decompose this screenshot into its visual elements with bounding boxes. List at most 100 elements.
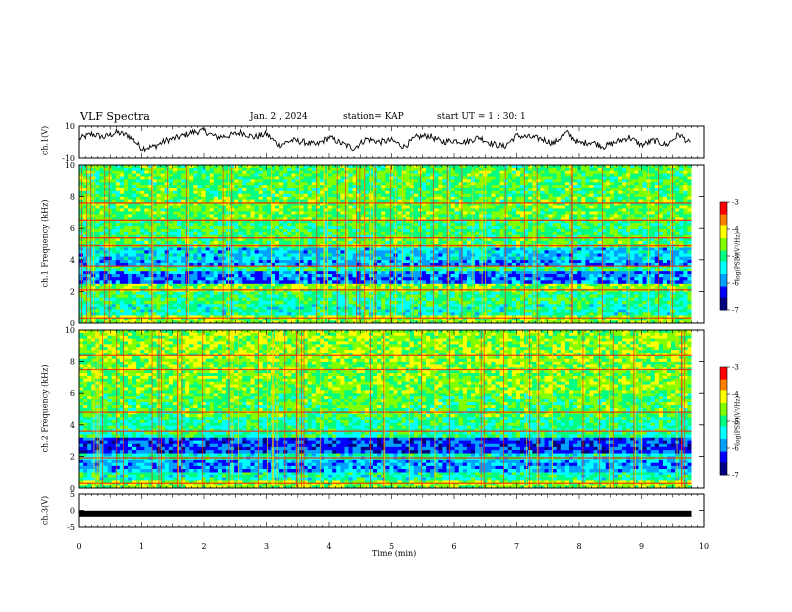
ch1-spectrogram-cell [103,268,108,272]
ch1-spectrogram-cell [275,268,280,272]
ch1-spectrogram-cell [662,280,668,284]
ch1-spectrogram-cell [258,266,264,269]
ch1-spectrogram-cell [128,300,133,305]
ch1-spectrogram-cell [609,280,615,284]
ch1-spectrogram-cell [336,317,341,321]
ch1-spectrogram-cell [324,300,329,305]
ch1-spectrogram-cell [156,291,161,295]
ch1-spectrogram-cell [123,320,129,324]
ch1-spectrogram-cell [544,291,549,295]
ch1-spectrogram-cell [454,320,460,324]
ch1-spectrogram-cell [254,309,259,313]
ch1-spectrogram-cell [654,315,660,319]
ch1-spectrogram-cell [634,223,639,227]
ch1-spectrogram-cell [148,240,153,245]
ch1-spectrogram-cell [291,320,296,324]
ch1-spectrogram-cell [593,237,598,242]
ch1-spectrogram-cell [397,309,402,313]
ch1-spectrogram-cell [479,247,484,251]
ch1-spectrogram-cell [87,309,92,313]
ch1-spectrogram-cell [303,297,308,302]
ch1-spectrogram-cell [364,283,370,287]
ch1-spectrogram-cell [132,240,137,245]
ch1-spectrogram-cell [283,256,288,261]
ch1-spectrogram-cell [238,300,243,305]
ch1-spectrogram-cell [144,247,149,251]
ch1-spectrogram-cell [413,306,419,310]
ch1-spectrogram-cell [340,294,345,299]
ch1-spectrogram-cell [593,283,598,287]
ch1-spectrogram-cell [177,300,182,305]
ch1-spectrogram-cell [336,270,341,275]
ch1-spectrogram-cell [475,256,480,261]
ch1-spectrogram-cell [454,306,460,310]
ch1-spectrogram-cell [87,268,92,272]
ch1-spectrogram-cell [581,250,586,254]
ch1-spectrogram-cell [499,309,504,313]
ch1-spectrogram-cell [266,304,272,308]
ch1-spectrogram-cell [507,280,513,284]
ch1-spectrogram-cell [524,300,529,305]
ch1-spectrogram-cell [181,312,186,316]
ch1-spectrogram-cell [626,312,631,316]
ch1-spectrogram-cell [319,220,325,224]
ch1-spectrogram-cell [495,291,500,295]
ch1-spectrogram-cell [630,291,635,295]
ch1-spectrogram-cell [626,320,631,324]
ch1-spectrogram-cell [238,286,243,290]
ch1-spectrogram-cell [613,315,619,319]
ch1-spectrogram-cell [577,259,582,264]
ch1-spectrogram-cell [609,277,615,281]
ch1-spectrogram-cell [279,268,284,272]
ch1-spectrogram-cell [540,294,545,299]
ch1-spectrogram-cell [679,262,684,267]
ch1-spectrogram-cell [564,320,570,324]
ch1-spectrogram-cell [454,286,460,290]
ch1-spectrogram-cell [413,274,419,278]
ch1-spectrogram-cell [479,262,484,267]
ch1-spectrogram-cell [311,262,317,267]
ch1-spectrogram-cell [144,250,149,254]
ch1-spectrogram-cell [279,320,284,324]
ch1-spectrogram-cell [221,262,227,267]
ch1-spectrogram-cell [466,256,472,261]
ch1-spectrogram-cell [401,300,406,305]
ch1-spectrogram-cell [315,291,321,295]
ch1-spectrogram-cell [605,226,611,230]
ch1-spectrogram-cell [299,309,304,313]
ch1-spectrogram-cell [397,315,402,319]
ch1-spectrogram-cell [328,297,333,302]
ch1-spectrogram-cell [622,253,627,257]
ch1-spectrogram-cell [385,256,390,261]
ch1-spectrogram-cell [221,270,227,275]
ch1-spectrogram-cell [520,237,525,242]
ch1-spectrogram-cell [283,270,288,275]
ch1-spectrogram-cell [152,300,157,305]
ch1-spectrogram-cell [397,223,402,227]
ch1-spectrogram-cell [683,315,688,319]
ch1-spectrogram-cell [242,306,247,310]
ch1-spectrogram-cell [164,312,170,316]
ch1-spectrogram-cell [687,259,692,264]
ch1-spectrogram-cell [307,304,313,308]
ch1-spectrogram-cell [303,237,308,242]
ch1-spectrogram-cell [156,268,161,272]
ch1-spectrogram-cell [311,250,317,254]
ch1-spectrogram-cell [511,317,517,321]
ch1-spectrogram-cell [111,283,117,287]
ch1-spectrogram-cell [667,277,672,281]
ch1-spectrogram-cell [332,315,337,319]
ch1-spectrogram-cell [573,291,578,295]
ch1-spectrogram-cell [552,247,558,251]
ch1-spectrogram-cell [164,240,170,245]
ch1-spectrogram-cell [136,247,141,251]
ch1-spectrogram-cell [168,304,174,308]
ch1-spectrogram-cell [687,237,692,242]
ch1-spectrogram-cell [597,223,602,227]
ch1-spectrogram-cell [340,315,345,319]
ch1-spectrogram-cell [238,223,243,227]
ch1-spectrogram-cell [491,262,496,267]
ch1-spectrogram-cell [275,317,280,321]
ch1-spectrogram-cell [462,286,468,290]
ch1-spectrogram-cell [434,253,439,257]
